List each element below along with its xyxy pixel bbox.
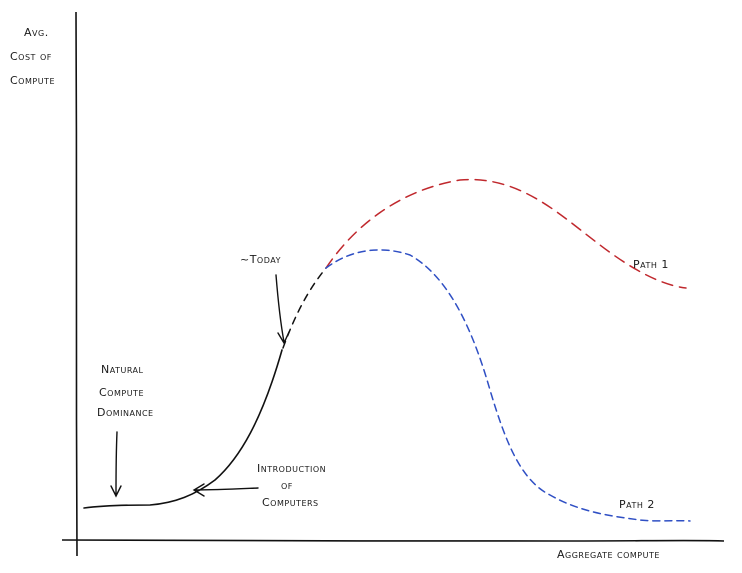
y-axis-label-line-2: Cost of xyxy=(10,50,52,63)
x-axis xyxy=(61,539,725,542)
intro-label-line-3: Computers xyxy=(262,496,319,509)
y-axis xyxy=(75,11,78,557)
intro-label-line-2: of xyxy=(281,479,293,492)
y-axis-label-line-3: Compute xyxy=(10,74,55,87)
intro-label-line-1: Introduction xyxy=(257,462,326,475)
y-axis-label-line-1: Avg. xyxy=(24,26,49,39)
today-arrow xyxy=(275,274,290,345)
natural-label-line-2: Compute xyxy=(99,386,144,399)
natural-label-line-3: Dominance xyxy=(97,406,154,419)
today-label: ~Today xyxy=(240,253,281,266)
historical-curve xyxy=(83,349,283,509)
x-axis-label: Aggregate compute xyxy=(557,548,660,561)
intro-arrow xyxy=(192,483,259,497)
path-1-curve xyxy=(325,178,687,289)
path-2-curve xyxy=(325,249,691,522)
natural-label-line-1: Natural xyxy=(101,363,144,376)
natural-arrow xyxy=(110,431,122,498)
path-2-label: Path 2 xyxy=(619,498,655,511)
projection-dashed-segment xyxy=(282,267,327,349)
path-1-label: Path 1 xyxy=(633,258,669,271)
